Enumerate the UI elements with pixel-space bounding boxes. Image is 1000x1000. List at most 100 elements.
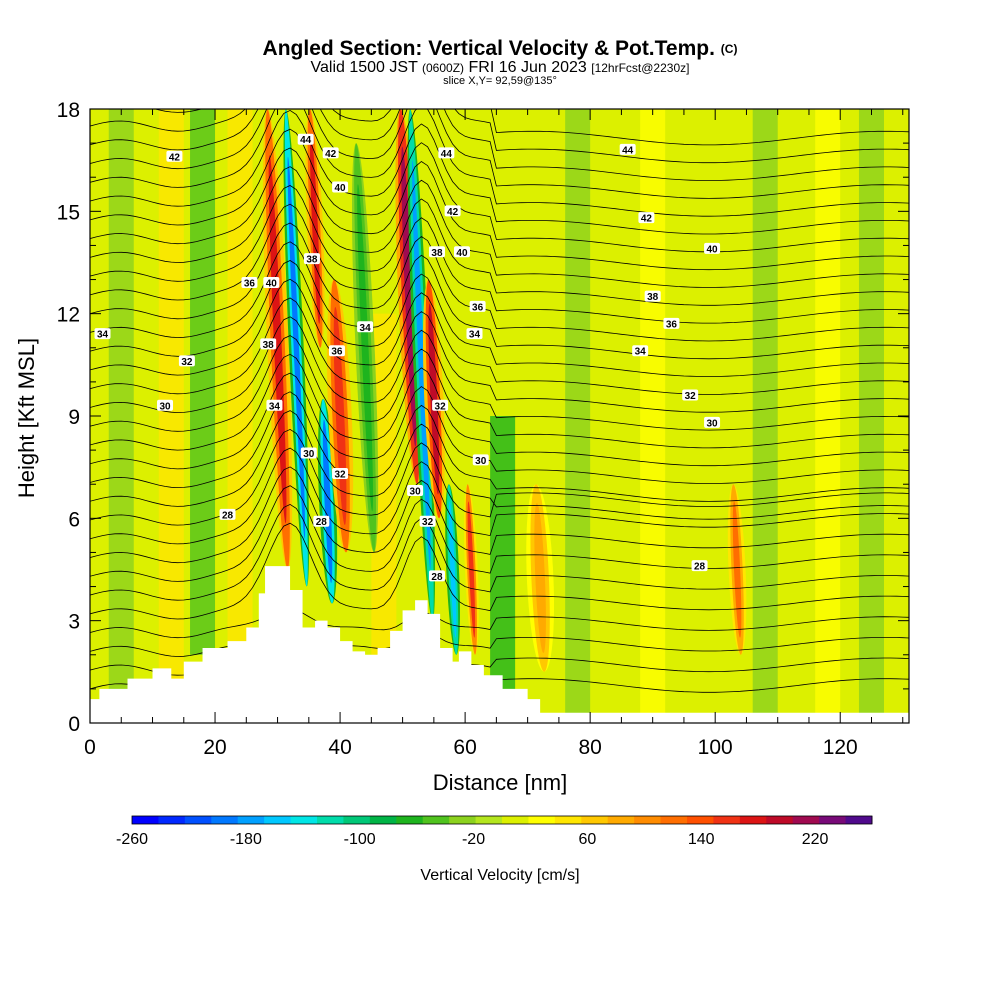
svg-text:44: 44 bbox=[300, 135, 312, 146]
theta-contour-line bbox=[90, 222, 909, 342]
theta-contour-line bbox=[90, 203, 909, 324]
svg-text:30: 30 bbox=[410, 487, 422, 498]
svg-text:42: 42 bbox=[169, 152, 181, 163]
field-stripe bbox=[815, 109, 841, 723]
contour-label: 32 bbox=[178, 355, 195, 368]
colorbar-swatch bbox=[819, 816, 847, 824]
svg-text:42: 42 bbox=[641, 214, 653, 225]
theta-contour-line bbox=[90, 391, 909, 502]
colorbar-tick-label: -20 bbox=[462, 831, 485, 848]
svg-text:32: 32 bbox=[335, 469, 347, 480]
velocity-band bbox=[732, 501, 742, 638]
contour-label: 34 bbox=[632, 345, 649, 358]
velocity-field bbox=[90, 109, 909, 723]
colorbar-swatch bbox=[317, 816, 344, 824]
colorbar-swatch bbox=[184, 816, 212, 824]
colorbar-swatch bbox=[343, 816, 371, 824]
field-stripe bbox=[640, 109, 666, 723]
contour-label: 30 bbox=[704, 416, 721, 429]
svg-text:40: 40 bbox=[266, 278, 278, 289]
colorbar-swatch bbox=[290, 816, 318, 824]
contour-label: 32 bbox=[682, 389, 699, 402]
contour-label: 36 bbox=[663, 317, 680, 330]
colorbar-tick-label: -260 bbox=[116, 831, 148, 848]
y-tick-label: 12 bbox=[57, 304, 80, 327]
svg-text:40: 40 bbox=[456, 248, 468, 259]
contour-label: 36 bbox=[469, 300, 486, 313]
svg-text:34: 34 bbox=[97, 330, 109, 341]
contour-label: 42 bbox=[638, 212, 655, 225]
contour-label: 38 bbox=[644, 290, 661, 303]
slice-info: slice X,Y= 92,59@135° bbox=[443, 75, 557, 87]
field-stripe bbox=[227, 109, 253, 655]
x-tick-label: 120 bbox=[823, 736, 858, 759]
colorbar-swatch bbox=[237, 816, 265, 824]
contour-label: 42 bbox=[166, 150, 183, 163]
contour-label: 34 bbox=[466, 328, 483, 341]
svg-text:32: 32 bbox=[685, 391, 697, 402]
svg-text:32: 32 bbox=[422, 517, 434, 528]
theta-contour-line bbox=[90, 260, 909, 377]
svg-text:38: 38 bbox=[431, 248, 443, 259]
svg-text:30: 30 bbox=[475, 456, 487, 467]
field-stripe bbox=[565, 109, 591, 723]
svg-text:28: 28 bbox=[431, 572, 443, 583]
theta-contour-line bbox=[90, 109, 909, 217]
colorbar-tick-label: -100 bbox=[344, 831, 376, 848]
contour-label: 44 bbox=[297, 133, 314, 146]
svg-text:34: 34 bbox=[469, 330, 481, 341]
svg-text:38: 38 bbox=[306, 255, 318, 266]
colorbar-swatch bbox=[713, 816, 741, 824]
contour-label: 40 bbox=[704, 242, 721, 255]
colorbar-tick-label: 140 bbox=[688, 831, 715, 848]
contour-label: 32 bbox=[432, 399, 449, 412]
colorbar: -260 -180 -100 -20 60 140 220 bbox=[116, 815, 873, 848]
colorbar-swatch bbox=[581, 816, 609, 824]
contour-label: 40 bbox=[453, 246, 470, 259]
colorbar-swatch bbox=[739, 816, 767, 824]
contour-label: 38 bbox=[303, 253, 320, 266]
colorbar-swatch bbox=[554, 816, 582, 824]
theta-contour-line bbox=[90, 241, 909, 360]
svg-text:44: 44 bbox=[441, 149, 453, 160]
contour-label: 28 bbox=[428, 570, 445, 583]
theta-contour-line bbox=[90, 522, 909, 620]
colorbar-tick-label: 60 bbox=[578, 831, 596, 848]
theta-contour-line bbox=[90, 503, 909, 601]
theta-contour-line bbox=[90, 166, 909, 288]
svg-text:28: 28 bbox=[316, 517, 328, 528]
velocity-band bbox=[322, 419, 333, 584]
terrain-shape bbox=[90, 566, 909, 723]
theta-contour-line bbox=[90, 447, 909, 545]
field-stripe bbox=[858, 109, 884, 723]
svg-text:44: 44 bbox=[622, 145, 634, 156]
colorbar-swatch bbox=[660, 816, 688, 824]
colorbar-swatch bbox=[211, 816, 239, 824]
colorbar-swatch bbox=[396, 816, 424, 824]
theta-contour-line bbox=[90, 410, 909, 520]
contour-labels: 42 34 32 30 28 36 38 40 34 44 42 40 38 36 34 30 28 32 44 42… bbox=[94, 133, 721, 583]
svg-text:40: 40 bbox=[335, 183, 347, 194]
colorbar-swatch bbox=[528, 816, 556, 824]
contour-label: 28 bbox=[691, 560, 708, 573]
x-tick-label: 100 bbox=[698, 736, 733, 759]
contour-label: 44 bbox=[438, 147, 455, 160]
svg-text:30: 30 bbox=[707, 418, 719, 429]
colorbar-tick-label: -180 bbox=[230, 831, 262, 848]
colorbar-title: Vertical Velocity [cm/s] bbox=[420, 867, 579, 884]
contour-label: 34 bbox=[266, 399, 283, 412]
x-axis-title: Distance [nm] bbox=[433, 770, 568, 795]
velocity-band bbox=[411, 160, 431, 570]
contour-label: 30 bbox=[407, 485, 424, 498]
svg-text:30: 30 bbox=[303, 449, 315, 460]
colorbar-swatch bbox=[634, 816, 662, 824]
svg-text:38: 38 bbox=[647, 292, 659, 303]
svg-text:28: 28 bbox=[222, 510, 234, 521]
colorbar-swatch bbox=[369, 816, 397, 824]
svg-text:36: 36 bbox=[331, 347, 343, 358]
contour-label: 40 bbox=[332, 181, 349, 194]
theta-contour-line bbox=[90, 335, 909, 449]
theta-contour-line bbox=[90, 278, 909, 395]
colorbar-swatch bbox=[132, 816, 159, 824]
